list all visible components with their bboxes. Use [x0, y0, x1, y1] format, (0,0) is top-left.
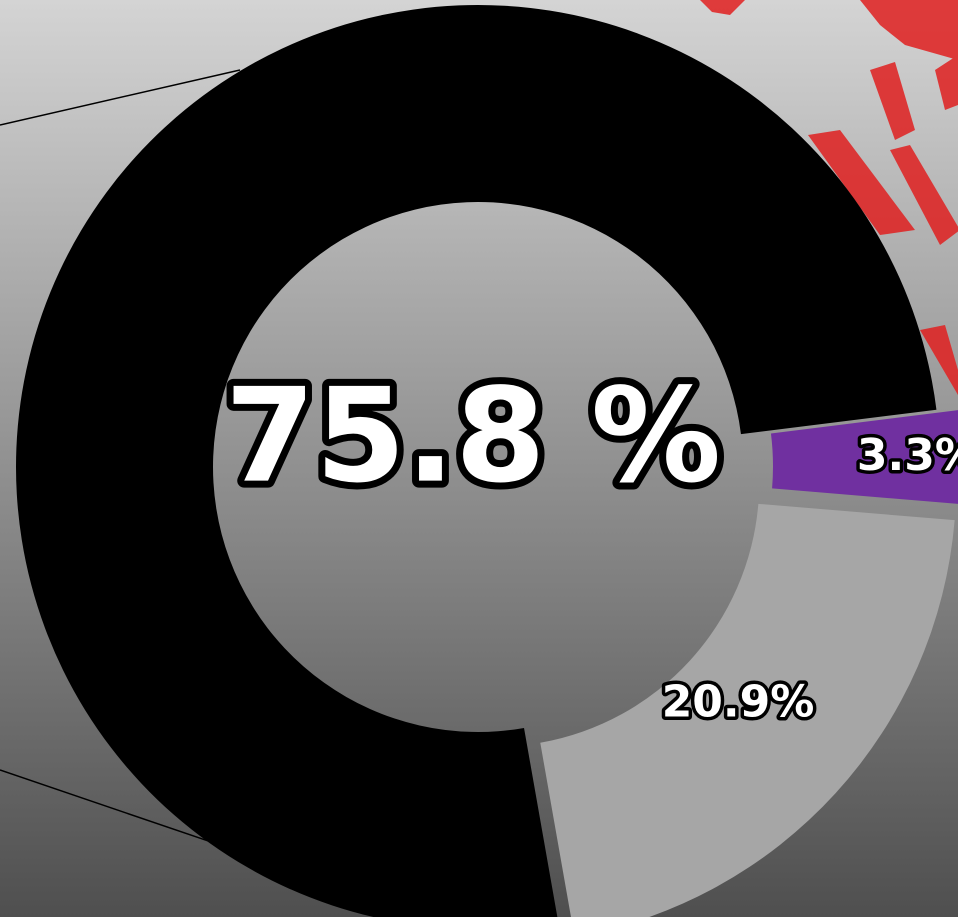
donut-segment: [770, 410, 958, 504]
decoration: [700, 0, 958, 395]
donut-segment: [540, 503, 955, 917]
leader-line: [0, 69, 241, 126]
donut: [16, 5, 958, 917]
data-label: 75.8 %: [225, 360, 721, 512]
labels: 75.8 % 3.3% 20.9%: [218, 353, 958, 731]
data-label: 3.3%: [857, 430, 958, 481]
data-label: 20.9%: [662, 676, 815, 727]
donut-segment: [16, 5, 937, 917]
